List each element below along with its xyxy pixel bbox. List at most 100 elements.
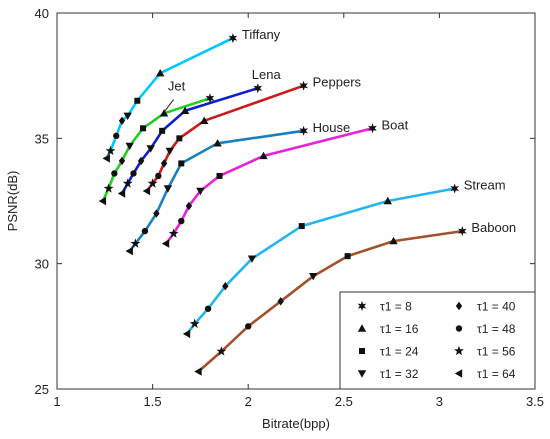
series-markers xyxy=(98,33,467,376)
legend-label: τ1 = 48 xyxy=(477,322,516,336)
data-point xyxy=(213,139,222,147)
y-tick-label: 40 xyxy=(35,6,49,21)
data-point xyxy=(159,127,166,134)
series-line-house xyxy=(128,129,304,252)
legend-box xyxy=(339,291,536,390)
legend-label: τ1 = 16 xyxy=(380,322,419,336)
legend: τ1 = 8 τ1 = 16 τ1 = 24 τ1 = 32 τ1 = 40 τ1 = 4… xyxy=(339,291,536,390)
x-tick-label: 3 xyxy=(436,394,443,409)
data-point xyxy=(156,69,165,77)
data-point xyxy=(105,145,116,156)
data-point xyxy=(253,83,263,94)
data-point xyxy=(247,255,257,263)
series-label-peppers: Peppers xyxy=(313,75,362,90)
data-point xyxy=(125,246,133,256)
legend-label: τ1 = 24 xyxy=(380,345,419,359)
data-point xyxy=(137,156,145,166)
data-point xyxy=(178,160,185,167)
data-point xyxy=(299,125,308,136)
axes: 1 1.5 2 2.5 3 3.5 25 30 35 40 xyxy=(35,6,545,409)
series-labels: Tiffany Jet Lena Peppers House Boat Stream Babo… xyxy=(163,27,516,235)
legend-marker xyxy=(357,324,367,332)
data-point xyxy=(147,178,158,188)
legend-marker xyxy=(454,369,463,378)
data-point xyxy=(389,236,398,245)
data-point xyxy=(180,106,190,114)
data-point xyxy=(140,125,147,132)
data-point xyxy=(130,170,137,177)
data-point xyxy=(111,170,118,177)
data-point xyxy=(383,196,392,205)
data-point xyxy=(113,132,120,140)
data-point xyxy=(194,367,202,376)
x-tick-label: 3.5 xyxy=(526,394,544,409)
data-point xyxy=(189,318,200,328)
data-point xyxy=(102,154,110,163)
legend-marker xyxy=(455,301,463,311)
data-point xyxy=(117,189,126,198)
x-tick-label: 1.5 xyxy=(144,394,162,409)
series-label-tiffany: Tiffany xyxy=(242,27,281,42)
data-point xyxy=(259,151,268,160)
legend-marker xyxy=(357,301,367,311)
legend-marker xyxy=(455,325,463,332)
x-tick-label: 1 xyxy=(53,394,60,409)
jet-pointer xyxy=(163,99,175,113)
data-point xyxy=(141,227,149,235)
legend-label: τ1 = 56 xyxy=(477,345,516,359)
series-label-boat: Boat xyxy=(381,117,408,132)
legend-marker xyxy=(357,370,367,378)
data-point xyxy=(125,142,134,151)
series-line-boat xyxy=(164,127,373,245)
legend-marker xyxy=(359,348,365,354)
data-point xyxy=(155,172,162,180)
legend-label: τ1 = 32 xyxy=(380,367,419,381)
data-point xyxy=(118,116,126,125)
x-tick-label: 2 xyxy=(245,394,252,409)
data-point xyxy=(216,172,223,179)
data-point xyxy=(458,226,467,237)
data-point xyxy=(205,93,215,104)
data-point xyxy=(168,228,179,238)
y-tick-label: 30 xyxy=(35,257,49,272)
data-point xyxy=(277,297,284,306)
y-tick-label: 25 xyxy=(35,382,49,397)
data-point xyxy=(299,80,308,91)
data-point xyxy=(344,253,351,260)
data-point xyxy=(146,145,155,153)
data-point xyxy=(309,273,318,281)
data-point xyxy=(142,186,151,196)
y-tick-label: 35 xyxy=(35,131,49,146)
data-point xyxy=(216,346,227,356)
legend-label: τ1 = 64 xyxy=(477,367,516,381)
x-tick-label: 2.5 xyxy=(335,394,353,409)
data-point xyxy=(123,112,132,120)
data-point xyxy=(200,116,209,124)
data-point xyxy=(204,305,212,312)
data-point xyxy=(450,183,459,194)
data-point xyxy=(134,97,141,104)
data-point xyxy=(118,156,126,166)
series-label-stream: Stream xyxy=(464,177,506,192)
data-point xyxy=(368,123,377,134)
data-point xyxy=(176,135,183,142)
data-point xyxy=(159,109,169,117)
series-label-jet: Jet xyxy=(168,79,186,94)
legend-marker xyxy=(454,345,464,356)
series-line-baboon xyxy=(197,229,463,373)
x-axis-title: Bitrate(bpp) xyxy=(262,416,330,431)
series-label-house: House xyxy=(313,120,351,135)
data-point xyxy=(245,323,252,330)
data-point xyxy=(161,239,170,248)
data-point xyxy=(130,238,141,248)
data-point xyxy=(228,33,238,44)
data-point xyxy=(160,159,168,168)
data-point xyxy=(98,196,107,206)
series-line-stream xyxy=(185,187,455,335)
data-point xyxy=(122,178,133,188)
series-label-baboon: Baboon xyxy=(471,220,516,235)
y-axis-title: PSNR(dB) xyxy=(5,171,20,232)
data-point xyxy=(103,183,114,193)
series-label-lena: Lena xyxy=(252,67,282,82)
